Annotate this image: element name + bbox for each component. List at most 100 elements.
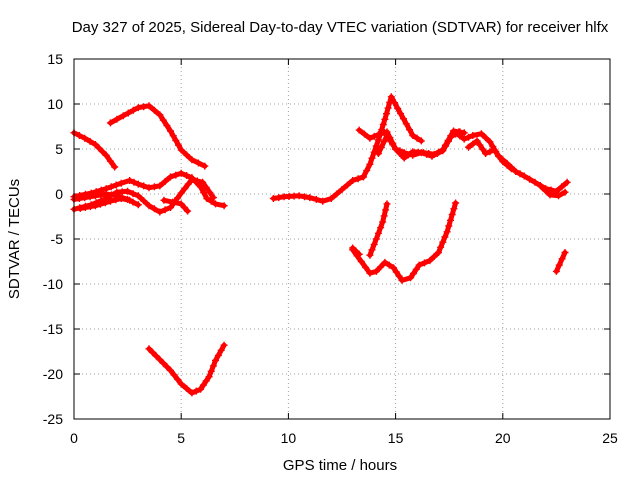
- data-point: [547, 186, 555, 194]
- data-point: [160, 196, 168, 204]
- data-point: [192, 387, 200, 395]
- data-point: [81, 134, 89, 142]
- data-point: [555, 192, 562, 200]
- grid-lines: [74, 59, 610, 419]
- data-point: [385, 261, 393, 269]
- series-arc-01: [70, 129, 119, 171]
- data-point: [169, 198, 177, 206]
- data-point: [175, 141, 182, 149]
- data-point: [377, 263, 385, 271]
- data-point: [499, 158, 507, 166]
- data-point: [95, 144, 103, 152]
- data-point: [338, 186, 346, 193]
- data-point: [469, 132, 477, 139]
- data-point: [512, 168, 520, 175]
- data-point: [269, 195, 277, 202]
- data-point: [75, 195, 83, 202]
- data-point: [134, 201, 142, 209]
- x-tick-label: 20: [495, 430, 511, 446]
- data-point: [409, 132, 417, 139]
- data-point: [177, 146, 185, 154]
- data-point: [437, 243, 445, 251]
- data-point: [106, 119, 114, 127]
- data-point: [112, 181, 120, 189]
- data-point: [450, 205, 458, 213]
- data-point: [412, 265, 420, 273]
- data-point: [355, 126, 363, 134]
- data-point: [357, 258, 365, 265]
- data-point: [91, 192, 99, 200]
- data-point: [188, 156, 196, 164]
- data-point: [392, 268, 400, 276]
- data-point: [558, 183, 566, 191]
- data-point: [126, 177, 134, 184]
- data-point: [354, 175, 362, 183]
- data-point: [374, 229, 382, 237]
- data-point: [86, 193, 94, 201]
- data-point: [134, 104, 142, 112]
- data-point: [448, 211, 456, 218]
- data-point: [482, 150, 490, 157]
- data-point: [383, 110, 390, 118]
- x-tick-label: 15: [388, 430, 404, 446]
- data-point: [555, 261, 563, 269]
- x-axis-label: GPS time / hours: [283, 457, 397, 474]
- data-point: [96, 200, 104, 208]
- series-arc-19: [366, 200, 391, 259]
- x-tick-label: 10: [281, 430, 297, 446]
- y-tick-label: 0: [55, 186, 63, 202]
- data-point: [124, 187, 132, 195]
- data-point: [343, 181, 351, 189]
- data-point: [479, 145, 487, 153]
- data-point: [169, 132, 177, 140]
- data-point: [379, 218, 387, 226]
- data-point: [362, 263, 370, 271]
- data-point: [417, 149, 425, 157]
- data-point: [106, 157, 114, 165]
- data-point: [372, 267, 380, 275]
- data-point: [447, 132, 455, 140]
- data-point: [372, 235, 380, 243]
- data-point: [390, 264, 397, 272]
- data-point: [473, 137, 481, 145]
- data-point: [426, 257, 434, 265]
- data-point: [442, 142, 450, 150]
- data-point: [183, 384, 191, 392]
- data-point: [129, 190, 137, 198]
- data-point: [319, 197, 327, 205]
- data-point: [156, 208, 164, 216]
- data-point: [163, 363, 171, 371]
- x-tick-label: 25: [602, 430, 618, 446]
- y-tick-label: -10: [43, 276, 63, 292]
- data-point: [76, 204, 84, 212]
- data-point: [407, 274, 415, 282]
- y-tick-label: -5: [51, 231, 64, 247]
- data-point: [383, 132, 391, 139]
- data-point: [97, 191, 105, 199]
- data-point: [379, 121, 387, 128]
- data-point: [145, 102, 153, 110]
- data-point: [161, 206, 169, 214]
- data-point: [370, 132, 378, 140]
- data-point: [395, 272, 403, 280]
- data-point: [391, 99, 398, 107]
- data-point: [99, 148, 107, 156]
- series-arc-14: [452, 129, 571, 195]
- data-point: [447, 216, 454, 224]
- data-point: [377, 144, 385, 151]
- y-tick-label: -15: [43, 321, 63, 337]
- data-point: [486, 138, 494, 146]
- data-point: [355, 250, 363, 258]
- data-point: [112, 196, 120, 204]
- data-point: [370, 240, 378, 248]
- data-point: [159, 116, 167, 124]
- data-point: [214, 351, 222, 359]
- data-point: [108, 191, 115, 199]
- data-point: [552, 267, 560, 275]
- data-point: [423, 150, 431, 158]
- data-point: [421, 259, 428, 267]
- data-point: [161, 177, 169, 185]
- data-point: [415, 261, 423, 269]
- data-point: [140, 197, 148, 205]
- chart-title: Day 327 of 2025, Sidereal Day-to-day VTE…: [72, 19, 609, 36]
